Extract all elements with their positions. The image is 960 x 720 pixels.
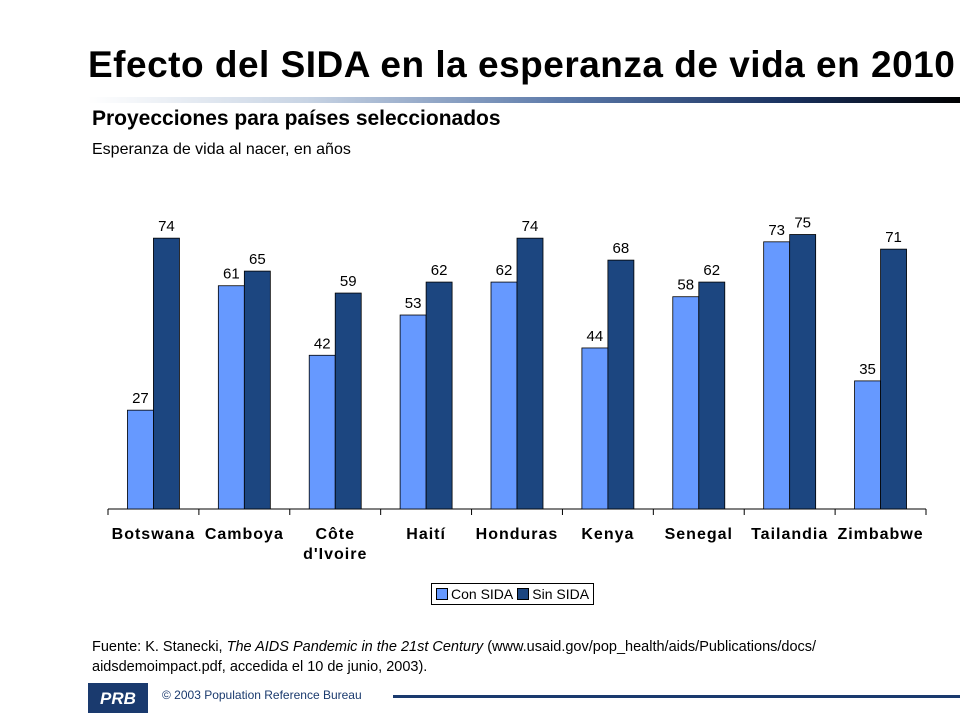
data-label-sin-sida: 62 (703, 262, 720, 279)
prb-logo-mark: PRB (100, 689, 136, 708)
logo-text: PRB (100, 689, 136, 708)
data-label-sin-sida: 74 (522, 218, 539, 235)
chart-legend: Con SIDA Sin SIDA (431, 583, 595, 605)
bar-con-sida (854, 380, 881, 510)
data-label-sin-sida: 62 (431, 262, 448, 279)
data-label-sin-sida: 68 (613, 240, 630, 257)
copyright-notice: © 2003 Population Reference Bureau (162, 688, 362, 702)
bar-con-sida (763, 241, 791, 510)
data-label-con-sida: 35 (859, 361, 876, 378)
title-divider (88, 97, 960, 103)
data-label-con-sida: 73 (768, 222, 785, 239)
data-label-con-sida: 27 (132, 390, 149, 407)
data-label-con-sida: 62 (496, 262, 513, 279)
bar-sin-sida (880, 248, 907, 510)
bar-sin-sida (607, 259, 635, 510)
bar-con-sida (308, 354, 336, 510)
bar-sin-sida (516, 237, 544, 510)
x-tick-label: Camboya (205, 526, 284, 543)
bar-con-sida (672, 296, 700, 510)
source-prefix: Fuente: K. Stanecki, (92, 639, 227, 655)
bar-con-sida (490, 281, 518, 510)
x-tick-label: Senegal (665, 526, 733, 543)
x-tick-label: Botswana (112, 526, 196, 543)
x-tick-label: Zimbabwe (837, 526, 923, 543)
data-label-con-sida: 53 (405, 295, 422, 312)
source-note: Fuente: K. Stanecki, The AIDS Pandemic i… (92, 637, 912, 677)
source-suffix: (www.usaid.gov/pop_health/aids/Publicati… (92, 639, 817, 675)
bar-con-sida (581, 347, 609, 510)
legend-item-con-sida: Con SIDA (436, 586, 513, 602)
prb-logo: PRB (88, 683, 148, 713)
data-label-con-sida: 44 (587, 328, 604, 345)
chart-subtitle: Proyecciones para países seleccionados (92, 107, 501, 130)
bar-sin-sida (789, 234, 817, 510)
footer-divider (393, 695, 960, 698)
x-tick-label: Kenya (581, 526, 634, 543)
data-label-sin-sida: 59 (340, 273, 357, 290)
legend-item-sin-sida: Sin SIDA (517, 586, 589, 602)
data-label-sin-sida: 65 (249, 251, 266, 268)
legend-label-sin-sida: Sin SIDA (532, 586, 590, 602)
chart-title: Efecto del SIDA en la esperanza de vida … (88, 44, 956, 85)
data-label-sin-sida: 74 (158, 218, 175, 235)
legend-swatch-sin-sida (517, 588, 530, 600)
y-axis-caption: Esperanza de vida al nacer, en años (92, 141, 351, 158)
x-tick-label: Tailandia (751, 526, 828, 543)
data-label-con-sida: 58 (677, 277, 694, 294)
x-tick-label: Côte (315, 526, 355, 543)
bar-sin-sida (334, 292, 362, 510)
source-title: The AIDS Pandemic in the 21st Century (226, 639, 484, 655)
data-label-con-sida: 42 (314, 335, 331, 352)
data-label-con-sida: 61 (223, 266, 240, 283)
bar-sin-sida (698, 281, 726, 510)
x-tick-label: d'Ivoire (303, 546, 367, 563)
x-tick-label: Haití (406, 526, 446, 543)
bar-sin-sida (243, 270, 271, 510)
bar-con-sida (217, 285, 245, 510)
bar-con-sida (127, 409, 154, 510)
data-label-sin-sida: 75 (794, 215, 811, 232)
data-label-sin-sida: 71 (885, 229, 902, 246)
legend-swatch-con-sida (436, 588, 448, 600)
bar-sin-sida (153, 237, 180, 510)
x-tick-label: Honduras (476, 526, 559, 543)
legend-label-con-sida: Con SIDA (451, 586, 514, 602)
bar-con-sida (399, 314, 427, 510)
bar-sin-sida (425, 281, 453, 510)
